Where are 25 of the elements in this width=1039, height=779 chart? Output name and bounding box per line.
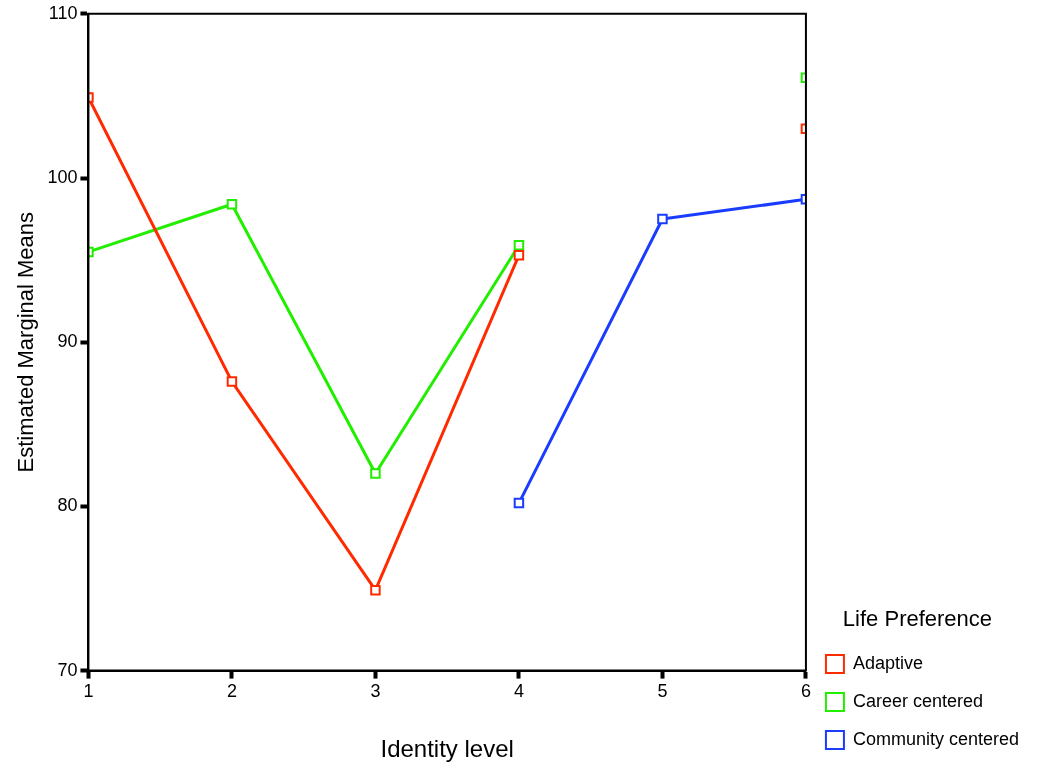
legend-title: Life Preference xyxy=(842,605,993,631)
x-axis-title: Identity level xyxy=(380,735,514,763)
y-tick-label: 110 xyxy=(48,2,78,23)
x-tick-label: 1 xyxy=(83,681,94,702)
x-tick-label: 6 xyxy=(800,681,811,702)
y-tick-label: 80 xyxy=(57,495,78,516)
point xyxy=(513,497,525,509)
y-tick-label: 70 xyxy=(57,659,78,680)
y-tick-label: 100 xyxy=(47,166,78,187)
x-tick-label: 4 xyxy=(513,681,524,702)
point xyxy=(370,584,381,596)
point xyxy=(370,468,381,479)
y-tick-label: 90 xyxy=(57,331,78,352)
legend-label: Community centered xyxy=(852,728,1020,749)
point xyxy=(226,199,238,210)
x-tick-label: 2 xyxy=(226,681,237,702)
x-tick-label: 5 xyxy=(657,681,668,702)
y-axis-title: Estimated Marginal Means xyxy=(13,211,39,473)
legend-label: Adaptive xyxy=(852,652,923,673)
point xyxy=(226,376,238,387)
point xyxy=(513,249,525,261)
point xyxy=(513,240,525,251)
x-tick-label: 3 xyxy=(370,681,381,702)
point xyxy=(657,213,668,225)
legend-label: Career centered xyxy=(852,690,984,711)
